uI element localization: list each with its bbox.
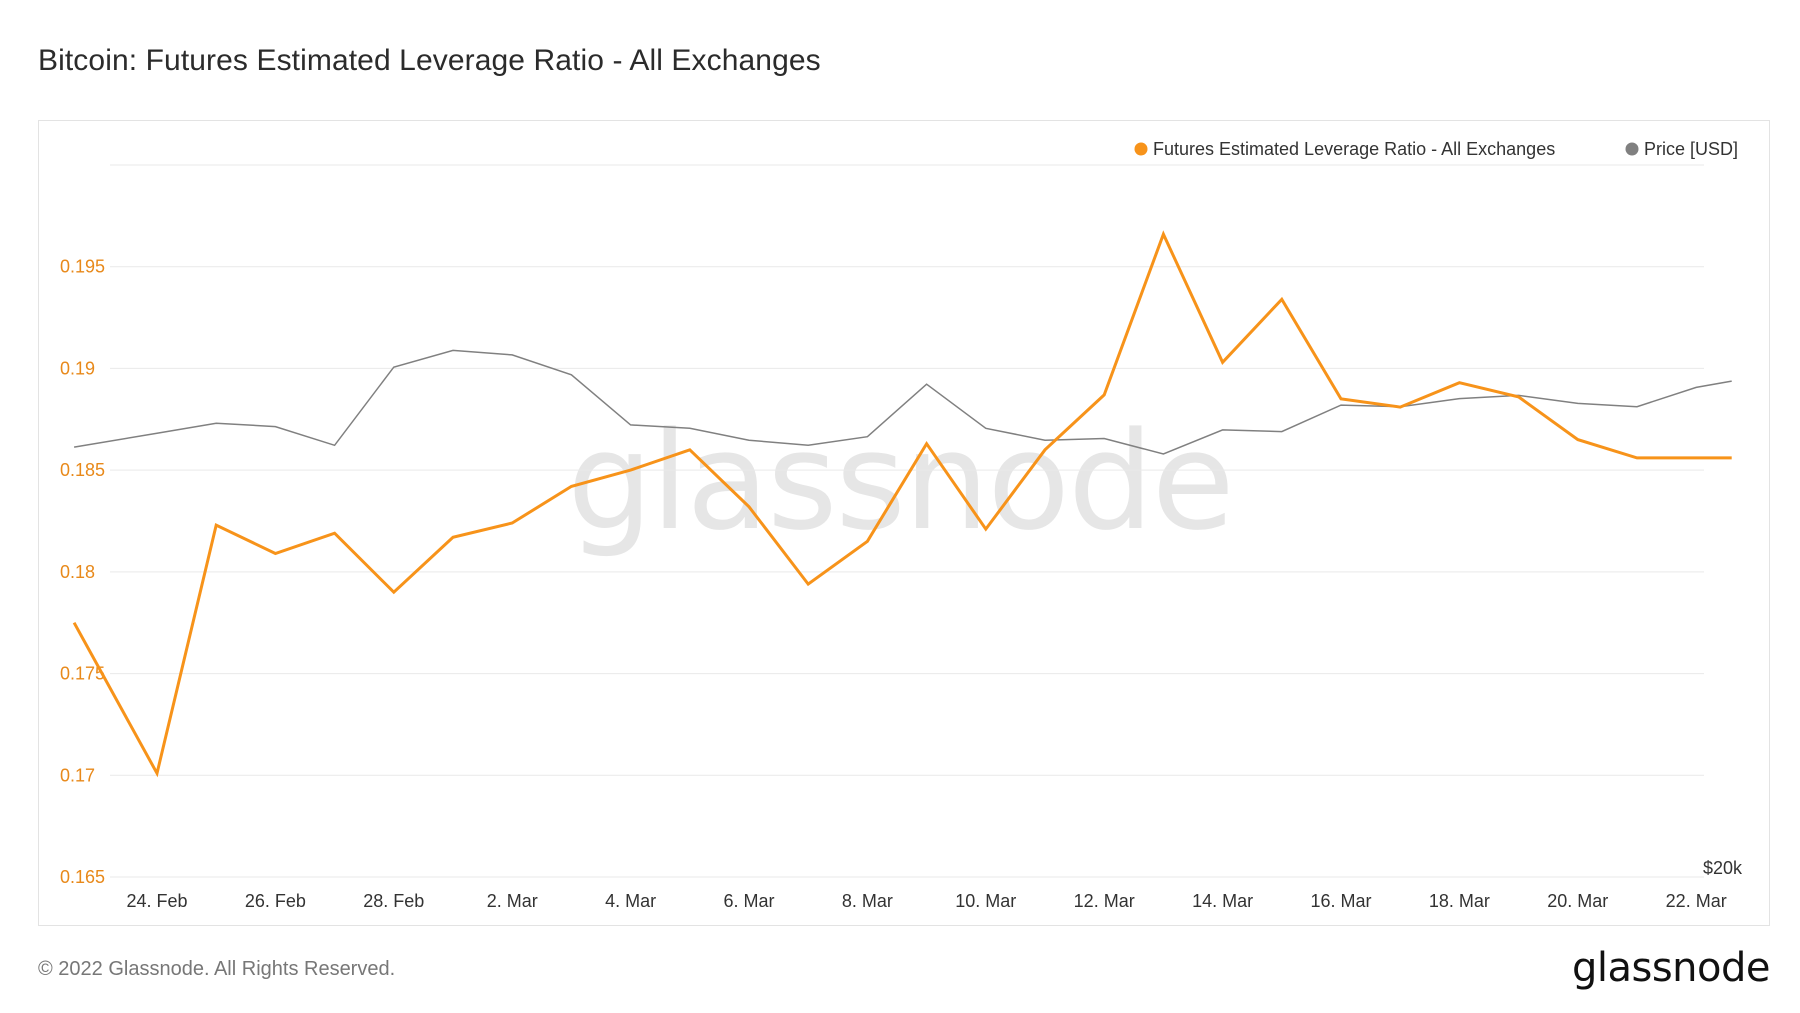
price-series-line[interactable] xyxy=(73,349,1732,455)
x-tick-label: 10. Mar xyxy=(955,891,1016,911)
x-tick-label: 16. Mar xyxy=(1310,891,1371,911)
x-tick-label: 28. Feb xyxy=(363,891,424,911)
chart-title: Bitcoin: Futures Estimated Leverage Rati… xyxy=(38,44,821,77)
legend-price-label: Price [USD] xyxy=(1644,139,1738,159)
x-tick-label: 20. Mar xyxy=(1547,891,1608,911)
legend-item-price[interactable]: Price [USD] xyxy=(1625,139,1739,159)
legend-leverage-marker xyxy=(1134,142,1148,156)
x-tick-label: 18. Mar xyxy=(1429,891,1490,911)
x-tick-label: 12. Mar xyxy=(1074,891,1135,911)
y-tick-label: 0.17 xyxy=(60,765,95,785)
x-tick-label: 26. Feb xyxy=(245,891,306,911)
y-axis-left: 0.165 0.17 0.175 0.18 0.185 0.19 0.195 xyxy=(60,257,105,887)
x-tick-label: 2. Mar xyxy=(487,891,538,911)
x-tick-label: 6. Mar xyxy=(723,891,774,911)
legend-item-leverage[interactable]: Futures Estimated Leverage Ratio - All E… xyxy=(1134,139,1556,159)
x-tick-label: 8. Mar xyxy=(842,891,893,911)
leverage-series-line[interactable] xyxy=(72,230,1732,778)
x-tick-label: 22. Mar xyxy=(1666,891,1727,911)
y-tick-label: 0.175 xyxy=(60,664,105,684)
x-tick-label: 14. Mar xyxy=(1192,891,1253,911)
legend: Futures Estimated Leverage Ratio - All E… xyxy=(1134,139,1739,159)
y-tick-label: 0.19 xyxy=(60,358,95,378)
glassnode-logo[interactable]: glassnode xyxy=(1571,945,1771,991)
series-lines xyxy=(72,230,1732,778)
x-tick-label: 24. Feb xyxy=(126,891,187,911)
x-axis: 24. Feb 26. Feb 28. Feb 2. Mar 4. Mar 6. Mar 8… xyxy=(126,891,1726,911)
y-axis-right-tick-label: $20k xyxy=(1703,858,1743,878)
x-tick-label: 4. Mar xyxy=(605,891,656,911)
y-tick-label: 0.195 xyxy=(60,257,105,277)
watermark-logo: glassnode xyxy=(567,403,1233,560)
y-tick-label: 0.165 xyxy=(60,867,105,887)
footer-copyright: © 2022 Glassnode. All Rights Reserved. xyxy=(38,958,396,980)
y-tick-label: 0.18 xyxy=(60,562,95,582)
y-tick-label: 0.185 xyxy=(60,460,105,480)
gridlines xyxy=(110,164,1704,878)
chart-frame xyxy=(38,120,1770,926)
legend-price-marker xyxy=(1625,142,1639,156)
legend-leverage-label: Futures Estimated Leverage Ratio - All E… xyxy=(1153,139,1555,159)
